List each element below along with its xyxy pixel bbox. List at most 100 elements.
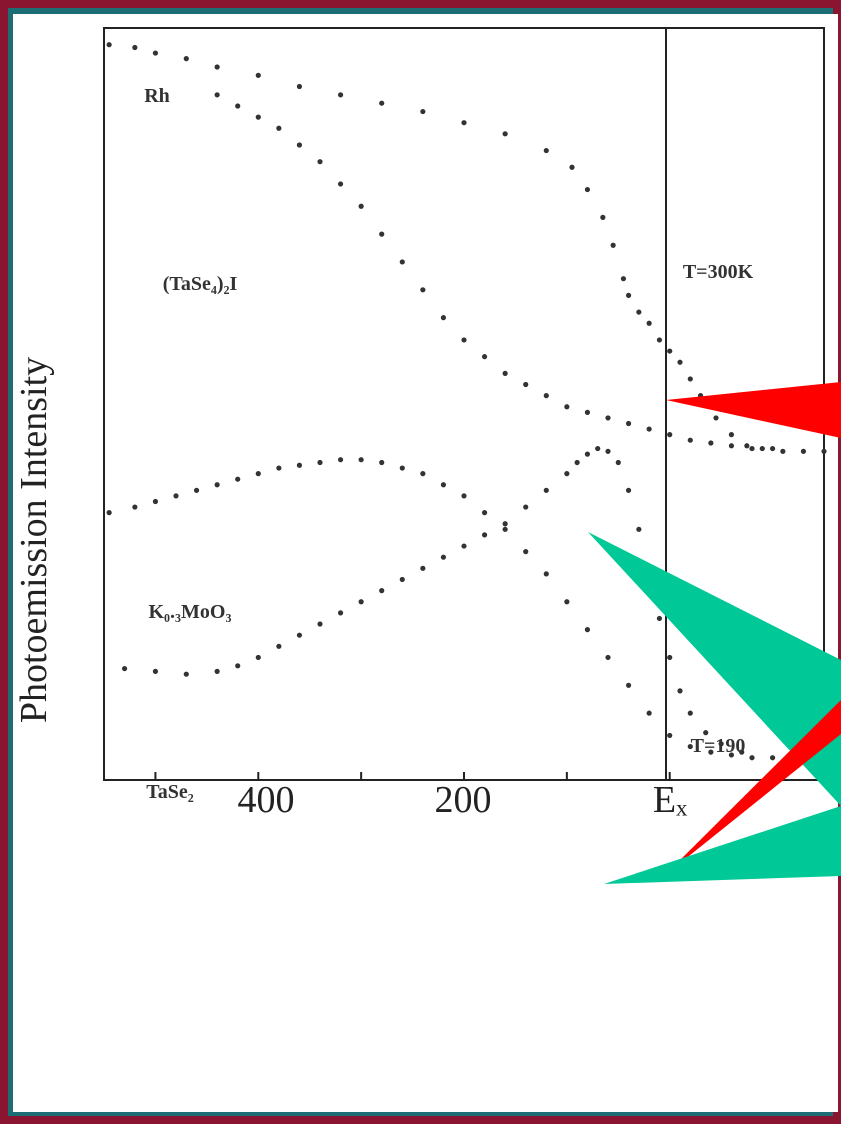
- data-point-series-2: [276, 465, 282, 471]
- label-group: Photoemission Intensity 400 200 Eₓ Rh (T…: [13, 85, 754, 821]
- data-point-series-1: [687, 437, 693, 443]
- data-point-series-0: [667, 348, 673, 354]
- x-tick-label-ef: Eₓ: [653, 779, 687, 821]
- data-point-series-1: [379, 231, 385, 237]
- data-point-series-3: [214, 668, 220, 674]
- data-point-series-0: [656, 337, 663, 343]
- data-point-series-0: [132, 44, 138, 51]
- data-point-series-1: [255, 114, 261, 120]
- data-point-series-2: [440, 482, 447, 488]
- teal-arrow-middle: [588, 532, 841, 806]
- data-point-series-1: [502, 370, 508, 376]
- data-point-series-0: [183, 56, 189, 62]
- data-point-series-1: [605, 415, 611, 421]
- data-point-series-0: [713, 415, 719, 421]
- plot-paper: [13, 14, 838, 1112]
- data-point-series-3: [337, 610, 344, 616]
- red-arrow-bottom: [664, 700, 841, 876]
- data-point-series-2: [728, 752, 735, 758]
- y-axis-label: Photoemission Intensity: [13, 357, 55, 723]
- data-point-series-3: [379, 588, 385, 594]
- data-point-series-3: [769, 755, 776, 761]
- data-point-series-1: [296, 142, 303, 148]
- data-point-series-3: [121, 665, 128, 672]
- data-point-series-2: [646, 710, 652, 716]
- data-point-series-3: [317, 621, 323, 627]
- data-point-series-0: [728, 432, 735, 438]
- data-point-series-2: [214, 482, 220, 488]
- data-point-series-3: [703, 730, 709, 736]
- data-point-series-3: [584, 451, 591, 457]
- data-point-series-0: [337, 92, 344, 98]
- data-point-series-3: [595, 445, 601, 452]
- series-label-rh: Rh: [144, 85, 170, 107]
- data-point-series-3: [574, 459, 580, 466]
- data-point-series-1: [769, 445, 776, 452]
- data-point-series-3: [502, 521, 508, 527]
- data-point-series-3: [152, 668, 159, 674]
- data-point-series-0: [543, 147, 549, 154]
- data-point-series-1: [440, 315, 447, 321]
- data-point-series-1: [358, 203, 364, 209]
- data-point-series-2: [358, 457, 364, 463]
- data-point-series-0: [600, 214, 606, 220]
- x-tick-label-200: 200: [435, 779, 492, 821]
- data-point-series-2: [708, 749, 714, 755]
- data-point-series-1: [214, 92, 220, 98]
- data-point-series-0: [646, 320, 652, 326]
- data-point-series-1: [337, 181, 344, 187]
- data-point-series-0: [759, 445, 765, 452]
- data-point-series-1: [317, 159, 323, 165]
- data-point-series-2: [235, 476, 241, 482]
- data-point-series-0: [255, 72, 261, 78]
- pointer-arrows: [588, 382, 841, 884]
- data-point-series-0: [502, 131, 508, 137]
- data-point-series-2: [379, 459, 385, 466]
- data-point-series-1: [708, 440, 714, 446]
- annotation-t300k: T=300K: [683, 261, 754, 283]
- data-point-series-0: [625, 292, 632, 298]
- data-point-series-3: [296, 632, 303, 638]
- data-point-series-1: [564, 404, 570, 410]
- data-point-series-0: [420, 108, 426, 115]
- data-point-series-3: [636, 526, 642, 532]
- x-tick-label-400: 400: [238, 779, 295, 821]
- data-point-series-2: [152, 498, 159, 505]
- data-point-series-1: [481, 354, 488, 360]
- data-point-series-3: [625, 487, 632, 493]
- data-point-series-1: [667, 432, 673, 438]
- data-point-series-3: [739, 749, 745, 755]
- data-point-series-2: [255, 471, 261, 477]
- data-point-series-0: [620, 276, 627, 282]
- teal-arrow-bottom: [604, 806, 841, 884]
- data-point-series-3: [420, 565, 426, 571]
- data-point-series-2: [296, 462, 303, 468]
- data-point-series-2: [106, 510, 112, 516]
- data-point-series-2: [543, 571, 549, 577]
- data-point-series-0: [744, 443, 750, 449]
- data-point-series-0: [379, 100, 385, 106]
- data-point-series-1: [625, 420, 632, 427]
- data-point-series-3: [481, 532, 488, 538]
- data-point-series-1: [749, 445, 755, 452]
- data-point-series-3: [461, 543, 467, 549]
- data-point-series-0: [800, 448, 807, 454]
- data-point-series-3: [677, 688, 683, 694]
- data-point-series-0: [584, 186, 591, 193]
- data-point-series-1: [461, 337, 467, 343]
- data-point-series-0: [152, 50, 159, 56]
- data-point-series-2: [132, 504, 138, 510]
- data-point-series-2: [667, 732, 673, 739]
- data-point-series-0: [569, 164, 575, 170]
- data-point-series-2: [481, 510, 488, 516]
- annotation-t190: T=190: [691, 735, 746, 757]
- data-point-series-1: [543, 393, 549, 399]
- series-label-kmoo3: K₀.₃MoO₃: [149, 601, 232, 623]
- data-point-series-3: [543, 487, 549, 493]
- data-point-series-2: [399, 465, 405, 471]
- data-point-series-2: [420, 471, 426, 477]
- data-point-series-1: [523, 381, 529, 388]
- data-point-series-3: [235, 663, 241, 669]
- data-point-series-1: [276, 125, 282, 131]
- data-point-series-2: [461, 493, 467, 499]
